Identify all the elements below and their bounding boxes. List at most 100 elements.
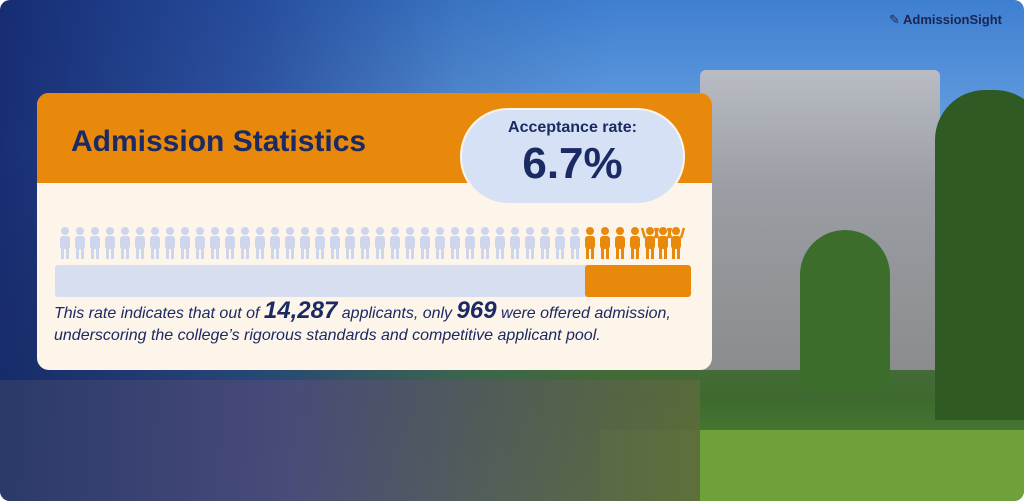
person-icon-part xyxy=(421,227,429,235)
person-icon-part xyxy=(276,247,279,259)
person-icon-part xyxy=(526,227,534,235)
person-icon-part xyxy=(481,247,484,259)
person-icon-part xyxy=(231,247,234,259)
person-icon-part xyxy=(510,236,520,249)
person-icon-part xyxy=(631,247,634,259)
person-icon-part xyxy=(659,227,667,235)
person-icon-part xyxy=(256,227,264,235)
person-icon-part xyxy=(165,236,175,249)
person-icon-part xyxy=(677,247,680,259)
person-icon-part xyxy=(606,247,609,259)
background-tree xyxy=(800,230,890,390)
person-icon-part xyxy=(601,227,609,235)
person-icon-part xyxy=(331,227,339,235)
brand: ✎ AdmissionSight xyxy=(889,12,1002,27)
rate-bar-fill xyxy=(585,265,691,297)
person-icon-part xyxy=(316,247,319,259)
person-icon-part xyxy=(600,236,610,249)
person-icon-part xyxy=(615,236,625,249)
person-icon-part xyxy=(351,247,354,259)
person-icon-part xyxy=(375,236,385,249)
person-icon-part xyxy=(441,247,444,259)
people-icons xyxy=(60,227,686,259)
person-icon-part xyxy=(105,236,115,249)
person-icon-part xyxy=(456,247,459,259)
admitted-number: 969 xyxy=(456,297,497,324)
person-icon-part xyxy=(106,227,114,235)
description: This rate indicates that out of 14,287 a… xyxy=(54,297,704,347)
person-icon-part xyxy=(501,247,504,259)
person-icon-part xyxy=(126,247,129,259)
person-icon-part xyxy=(436,227,444,235)
person-icon-part xyxy=(659,247,662,259)
person-icon-part xyxy=(391,247,394,259)
person-icon-part xyxy=(286,247,289,259)
person-icon-part xyxy=(664,247,667,259)
person-icon-part xyxy=(121,227,129,235)
background-flowers xyxy=(0,380,700,501)
person-icon-part xyxy=(66,247,69,259)
person-icon-part xyxy=(646,227,654,235)
person-icon-part xyxy=(571,247,574,259)
person-icon-part xyxy=(480,236,490,249)
person-icon-part xyxy=(591,247,594,259)
person-icon-part xyxy=(679,227,686,239)
person-icon-part xyxy=(376,247,379,259)
person-icon-part xyxy=(450,236,460,249)
person-icon-part xyxy=(451,227,459,235)
person-icon-part xyxy=(496,227,504,235)
person-icon-part xyxy=(181,247,184,259)
acceptance-value: 6.7% xyxy=(522,139,623,188)
person-icon-part xyxy=(571,227,579,235)
person-icon-part xyxy=(405,236,415,249)
person-icon-part xyxy=(210,236,220,249)
person-icon-part xyxy=(271,247,274,259)
person-icon-part xyxy=(672,227,680,235)
person-icon-part xyxy=(531,247,534,259)
person-icon-part xyxy=(76,247,79,259)
person-icon-part xyxy=(541,227,549,235)
person-icon-part xyxy=(435,236,445,249)
person-icon-part xyxy=(658,236,668,249)
person-icon-part xyxy=(301,247,304,259)
desc-text: This rate indicates that out of xyxy=(54,305,260,322)
person-icon-part xyxy=(61,247,64,259)
person-icon-part xyxy=(180,236,190,249)
desc-text: applicants, only xyxy=(341,305,453,322)
person-icon-part xyxy=(271,227,279,235)
person-icon-part xyxy=(211,227,219,235)
person-icon-part xyxy=(495,236,505,249)
person-icon-part xyxy=(636,247,639,259)
person-icon-part xyxy=(151,227,159,235)
acceptance-pill: Acceptance rate: 6.7% xyxy=(460,108,685,205)
person-icon-part xyxy=(261,247,264,259)
person-icon-part xyxy=(555,236,565,249)
person-icon-part xyxy=(666,227,673,239)
person-icon-part xyxy=(391,227,399,235)
person-icon-part xyxy=(135,236,145,249)
person-icon-part xyxy=(496,247,499,259)
person-icon-part xyxy=(301,227,309,235)
person-icon-part xyxy=(216,247,219,259)
person-icon-part xyxy=(171,247,174,259)
person-icon-part xyxy=(451,247,454,259)
person-icon-part xyxy=(561,247,564,259)
person-icon-part xyxy=(672,247,675,259)
person-icon-part xyxy=(640,227,647,239)
person-icon-part xyxy=(186,247,189,259)
person-icon-part xyxy=(525,236,535,249)
person-icon-part xyxy=(481,227,489,235)
person-icon-part xyxy=(120,236,130,249)
person-icon-part xyxy=(181,227,189,235)
person-icon-part xyxy=(381,247,384,259)
person-icon-part xyxy=(111,247,114,259)
person-icon-part xyxy=(406,247,409,259)
person-icon-part xyxy=(486,247,489,259)
person-icon-part xyxy=(646,247,649,259)
background-tree xyxy=(935,90,1024,420)
person-icon-part xyxy=(360,236,370,249)
person-icon-part xyxy=(653,227,660,239)
person-icon-part xyxy=(630,236,640,249)
person-icon-part xyxy=(150,236,160,249)
